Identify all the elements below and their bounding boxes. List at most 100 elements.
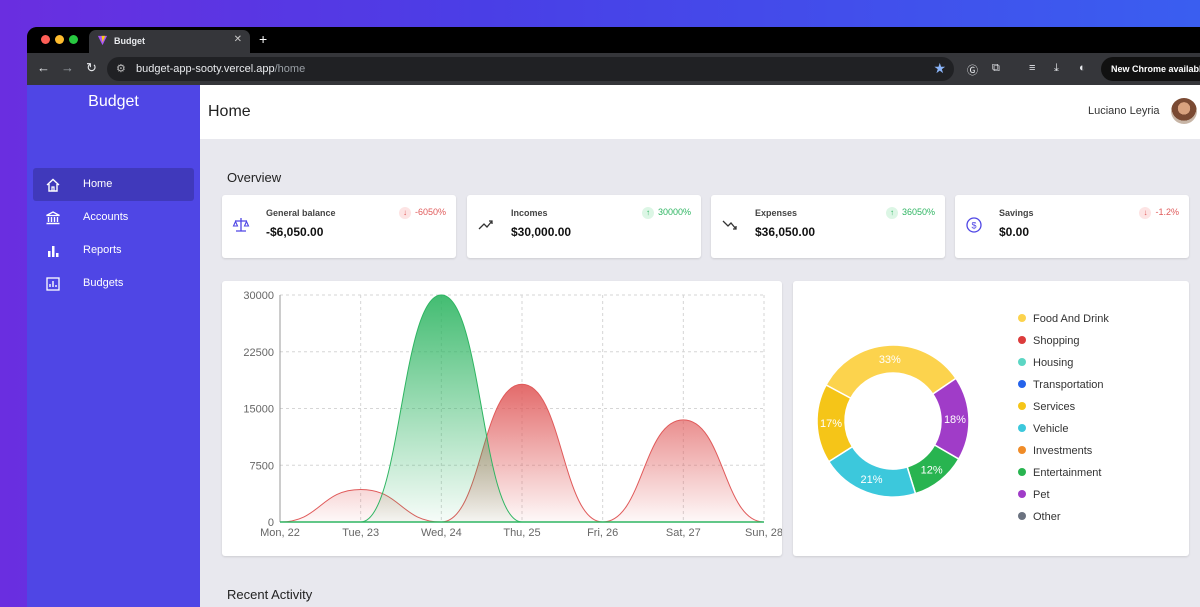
vite-logo-icon [97,35,108,46]
sidebar-item-label: Budgets [83,277,124,289]
series-area [280,384,764,522]
legend-label: Entertainment [1033,467,1102,479]
overview-title: Overview [227,170,282,185]
app-page: Budget Home Accounts Reports [27,85,1200,607]
browser-tab[interactable]: Budget ✕ [89,30,250,53]
series-area [280,295,764,522]
stat-change: ↑ 30000% [641,207,691,219]
dollar-circle-icon: $ [966,217,982,233]
bookmark-star-icon[interactable]: ★ [933,60,946,76]
donut-slice[interactable] [816,384,854,463]
y-tick-label: 22500 [243,347,274,359]
minimize-window-button[interactable] [55,35,64,44]
legend-item[interactable]: Pet [1018,489,1050,501]
close-window-button[interactable] [41,35,50,44]
legend-item[interactable]: Vehicle [1018,423,1068,435]
legend-label: Services [1033,401,1076,413]
slice-label: 18% [944,414,966,426]
arrow-up-icon: ↑ [885,207,898,219]
legend-dot-icon [1018,490,1026,498]
maximize-window-button[interactable] [69,35,78,44]
y-tick-label: 7500 [250,460,274,472]
sidebar-item-label: Home [83,178,113,190]
site-settings-icon[interactable]: ⚙ [116,63,126,75]
series-line [279,383,765,523]
new-tab-button[interactable]: + [259,31,268,47]
sidebar-item-label: Accounts [83,211,129,223]
forward-icon[interactable]: → [61,60,74,75]
income-expense-chart-card: 0 7500 15000 22500 30000 Mon, 22 Tue, 23 Wed, 2… [222,281,783,556]
back-icon[interactable]: ← [37,60,50,75]
profile-icon[interactable]: ◐ [1079,62,1086,74]
legend-dot-icon [1018,314,1026,322]
stat-label: Savings [999,208,1034,218]
svg-text:$: $ [971,221,976,231]
reload-icon[interactable]: ↻ [86,60,97,75]
trending-down-icon [722,220,737,230]
sidebar-item-budgets[interactable]: Budgets [33,267,194,300]
legend-item[interactable]: Shopping [1018,335,1080,347]
legend-item[interactable]: Entertainment [1018,467,1101,479]
sidebar: Budget Home Accounts Reports [27,85,200,607]
stat-change: ↓ -6050% [398,207,446,219]
stat-change: ↑ 36050% [885,207,935,219]
legend-item[interactable]: Other [1018,511,1061,523]
tab-title: Budget [114,36,145,46]
stat-label: Expenses [755,208,798,218]
legend-label: Food And Drink [1033,313,1109,325]
grammarly-extension-icon[interactable]: Ⓖ [967,65,978,77]
bank-icon [46,211,60,225]
home-icon [46,178,60,192]
stat-label: Incomes [511,208,548,218]
legend-item[interactable]: Investments [1018,445,1092,457]
user-name[interactable]: Luciano Leyria [1088,105,1160,117]
chrome-update-button[interactable]: New Chrome available [1101,57,1200,81]
stat-card-expenses: Expenses $36,050.00 ↑ 36050% [711,195,945,258]
legend-dot-icon [1018,336,1026,344]
stat-value: -$6,050.00 [266,225,324,239]
legend-label: Housing [1033,357,1074,369]
legend-dot-icon [1018,424,1026,432]
arrow-down-icon: ↓ [1139,207,1152,219]
legend-label: Pet [1033,489,1050,501]
avatar[interactable] [1171,98,1197,124]
x-tick-label: Fri, 26 [587,527,618,539]
y-tick-label: 0 [268,517,274,529]
y-tick-label: 15000 [243,404,274,416]
legend-dot-icon [1018,446,1026,454]
x-tick-label: Tue, 23 [342,527,379,539]
legend-dot-icon [1018,380,1026,388]
slice-label: 12% [921,464,943,476]
category-chart-card: 33% 18% 12% 21% 17% Food And Drink Shopping Ho… [793,281,1189,556]
recent-activity-title: Recent Activity [227,587,313,602]
sidebar-item-reports[interactable]: Reports [33,234,194,267]
address-bar[interactable]: ⚙ budget-app-sooty.vercel.app/home ★ [107,57,954,81]
stat-value: $36,050.00 [755,225,816,239]
reading-list-icon[interactable]: ≡ [1029,62,1036,74]
x-tick-label: Sat, 27 [666,527,701,539]
donut-chart: 33% 18% 12% 21% 17% [816,344,970,498]
close-tab-icon[interactable]: ✕ [233,34,242,45]
app-brand: Budget [88,93,139,110]
stat-change: ↓ -1.2% [1139,207,1179,219]
legend-label: Investments [1033,445,1093,457]
sidebar-item-accounts[interactable]: Accounts [33,201,194,234]
legend-dot-icon [1018,402,1026,410]
extensions-puzzle-icon[interactable]: ⧉ [992,62,1000,74]
arrow-up-icon: ↑ [641,207,654,219]
donut-slice[interactable] [825,344,957,400]
legend-item[interactable]: Transportation [1018,379,1104,391]
legend-item[interactable]: Food And Drink [1018,313,1109,325]
budget-chart-icon [46,277,60,291]
stat-label: General balance [266,208,336,218]
legend-item[interactable]: Services [1018,401,1075,413]
x-tick-label: Mon, 22 [260,527,300,539]
browser-window: Budget ✕ + ← → ↻ ⚙ budget-app-sooty.verc… [27,27,1200,607]
legend-item[interactable]: Housing [1018,357,1073,369]
legend-dot-icon [1018,358,1026,366]
top-header: Home Luciano Leyria [200,85,1200,139]
sidebar-item-home[interactable]: Home [33,168,194,201]
download-icon[interactable]: ⤓ [1054,62,1059,74]
stat-card-savings: $ Savings $0.00 ↓ -1.2% [955,195,1189,258]
x-tick-label: Thu, 25 [503,527,540,539]
